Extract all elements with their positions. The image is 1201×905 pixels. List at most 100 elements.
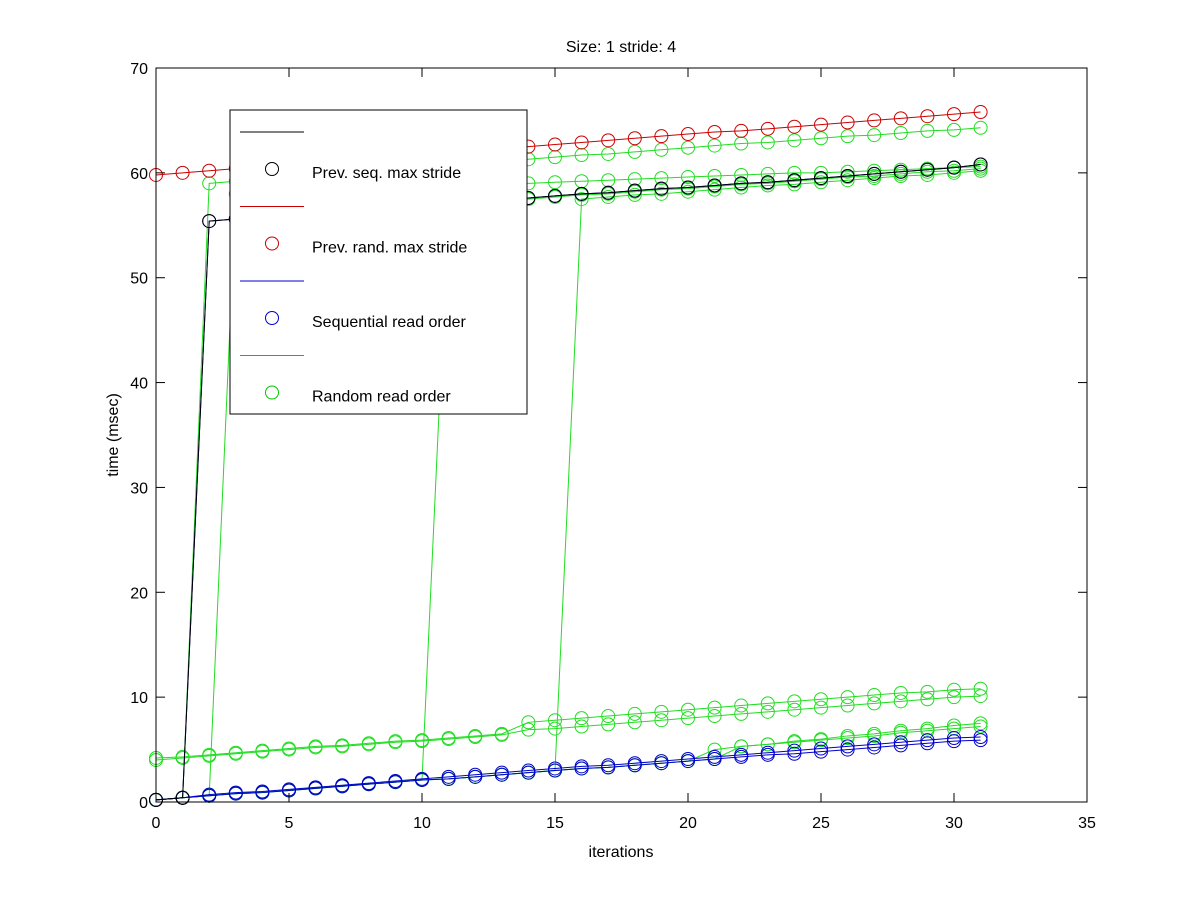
data-point: [973, 719, 988, 734]
data-point: [787, 177, 802, 192]
data-point: [920, 733, 935, 748]
data-point: [840, 173, 855, 188]
data-point: [601, 758, 616, 773]
data-point: [920, 684, 935, 699]
data-point: [574, 186, 589, 201]
axes-layer: 0 5 10 15 20 25 30 35 0 10 20 30 40 50 60 70: [130, 61, 1096, 832]
data-point: [627, 144, 642, 159]
data-point: [787, 694, 802, 709]
data-point: [734, 123, 749, 138]
data-point: [654, 142, 669, 157]
data-point: [548, 721, 562, 736]
data-point: [973, 729, 988, 744]
data-point: [840, 690, 855, 705]
data-point: [627, 715, 642, 730]
data-point: [601, 717, 616, 732]
data-point: [601, 146, 616, 161]
data-point: [734, 739, 749, 754]
y-tick-label: 70: [130, 61, 148, 78]
data-point: [361, 776, 376, 791]
data-point: [415, 771, 429, 786]
data-point: [973, 681, 988, 696]
data-point: [947, 122, 961, 137]
data-point: [627, 187, 642, 202]
data-point: [654, 713, 669, 728]
data-point: [893, 164, 908, 179]
data-point: [681, 140, 695, 155]
data-point: [175, 165, 190, 180]
data-point: [308, 740, 323, 755]
data-point: [335, 778, 350, 793]
data-point: [468, 767, 483, 782]
data-point: [867, 113, 882, 128]
data-point: [947, 107, 961, 122]
data-point: [760, 175, 775, 190]
x-axis-label: iterations: [589, 844, 654, 861]
data-point: [521, 715, 536, 730]
data-point: [681, 184, 695, 199]
data-point: [973, 163, 988, 178]
data-point: [760, 704, 775, 719]
data-point: [787, 746, 802, 761]
data-point: [787, 743, 802, 758]
data-point: [893, 685, 908, 700]
data-point: [920, 736, 935, 751]
y-tick-label: 30: [130, 480, 148, 497]
chart-title: Size: 1 stride: 4: [566, 39, 676, 56]
data-point: [760, 121, 775, 136]
data-point: [973, 120, 988, 135]
data-point: [893, 738, 908, 753]
data-point: [441, 769, 456, 784]
legend: Prev. seq. max stride Prev. rand. max str…: [229, 109, 528, 415]
series-line: [155, 739, 981, 801]
data-point: [707, 178, 722, 193]
x-tick-label: 0: [152, 815, 161, 832]
data-point: [228, 785, 243, 800]
data-point: [202, 214, 217, 229]
data-point: [867, 696, 882, 711]
x-tick-label: 10: [413, 815, 431, 832]
data-point: [707, 709, 722, 724]
data-point: [574, 719, 589, 734]
data-point: [947, 734, 961, 749]
data-point: [707, 182, 722, 197]
data-point: [787, 119, 802, 134]
data-point: [947, 160, 961, 175]
data-point: [760, 178, 775, 193]
data-point: [814, 741, 828, 756]
data-point: [521, 722, 536, 737]
data-point: [494, 765, 509, 780]
data-point: [707, 700, 722, 715]
data-point: [973, 733, 988, 748]
plot-frame: [155, 67, 1088, 803]
data-point: [787, 702, 802, 717]
series-line: [155, 695, 981, 761]
legend-item: Sequential read order: [240, 280, 467, 331]
data-point: [814, 692, 828, 707]
data-point: [627, 183, 642, 198]
x-tick-label: 20: [679, 815, 697, 832]
data-point: [867, 737, 882, 752]
data-point: [202, 748, 217, 763]
data-point: [814, 175, 828, 190]
data-point: [867, 166, 882, 181]
data-point: [893, 111, 908, 126]
legend-box: [229, 109, 528, 415]
legend-marker-swatch: [265, 236, 279, 251]
data-point: [920, 162, 935, 177]
data-point: [681, 711, 695, 726]
data-point: [814, 733, 828, 748]
data-point: [893, 169, 908, 184]
data-point: [255, 744, 270, 759]
x-tick-label: 30: [945, 815, 963, 832]
data-point: [681, 180, 695, 195]
y-tick-label: 10: [130, 690, 148, 707]
data-point: [867, 740, 882, 755]
data-point: [787, 173, 802, 188]
data-point: [920, 167, 935, 182]
data-point: [947, 682, 961, 697]
legend-marker-swatch: [265, 385, 279, 400]
x-tick-label: 15: [546, 815, 564, 832]
